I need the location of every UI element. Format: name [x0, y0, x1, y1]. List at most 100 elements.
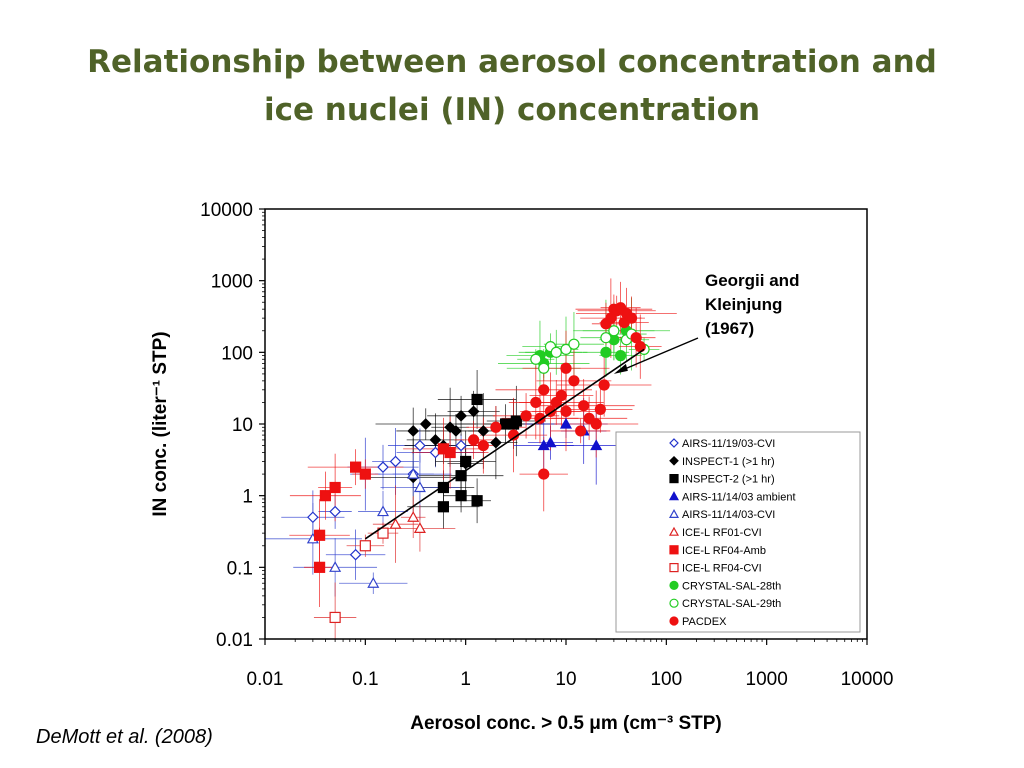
data-point: [377, 527, 389, 539]
data-point: [538, 362, 550, 374]
data-point: [510, 415, 522, 427]
reference-line: [364, 348, 645, 540]
data-point: [600, 332, 612, 344]
x-tick-label: 0.1: [352, 669, 378, 690]
legend-label: INSPECT-2 (>1 hr): [682, 474, 775, 486]
legend-marker: [668, 491, 680, 501]
legend-marker: [669, 455, 679, 466]
data-point: [329, 561, 342, 572]
data-point: [413, 481, 426, 493]
data-point: [455, 409, 467, 422]
x-tick-label: 100: [650, 669, 682, 690]
legend-label: AIRS-11/14/03-CVI: [682, 509, 775, 521]
x-tick-label: 10: [555, 669, 576, 690]
legend-label: ICE-L RF01-CVI: [682, 527, 762, 539]
data-point: [598, 379, 610, 391]
data-point: [608, 325, 620, 337]
data-point: [490, 436, 502, 449]
data-point: [594, 403, 606, 415]
data-point: [377, 461, 389, 473]
data-point: [471, 393, 483, 406]
y-tick-label: 100: [221, 343, 253, 364]
data-point: [544, 436, 557, 448]
data-point: [490, 421, 502, 433]
data-point: [329, 481, 341, 494]
data-point: [575, 425, 587, 437]
legend-label: CRYSTAL-SAL-28th: [682, 580, 781, 592]
annotation-text-line: Georgii and: [705, 271, 799, 290]
data-point: [413, 522, 426, 533]
citation: DeMott et al. (2008): [36, 726, 213, 748]
slide-title-line-1: Relationship between aerosol concentrati…: [87, 44, 937, 80]
data-point: [460, 455, 472, 468]
axis-ticks: 0.01 0.1 1 10 100 1000 10000 0.01 0.1 1 10 100 1000 1…: [200, 200, 893, 690]
legend-marker: [669, 580, 679, 591]
data-points: [306, 302, 650, 624]
data-point: [455, 439, 467, 452]
annotation-text-line: (1967): [705, 319, 754, 338]
legend-marker: [669, 474, 679, 484]
data-point: [471, 495, 483, 507]
data-point: [477, 425, 490, 437]
legend-label: INSPECT-1 (>1 hr): [682, 456, 775, 468]
data-point: [600, 346, 612, 358]
slide-title-line-2: ice nuclei (IN) concentration: [263, 92, 761, 128]
data-point: [450, 425, 462, 437]
data-point: [455, 490, 467, 502]
data-point: [560, 362, 572, 374]
data-point: [477, 439, 489, 452]
data-point: [468, 434, 480, 446]
y-tick-label: 0.01: [216, 630, 253, 651]
legend-label: AIRS-11/19/03-CVI: [682, 438, 775, 450]
y-axis-label: IN conc. (liter⁻¹ STP): [150, 331, 171, 516]
legend-label: ICE-L RF04-CVI: [682, 563, 762, 575]
data-point: [550, 346, 562, 358]
x-tick-label: 1: [460, 669, 471, 690]
legend-label: AIRS-11/14/03 ambient: [682, 491, 796, 503]
data-point: [625, 312, 638, 324]
data-point: [614, 350, 627, 362]
data-point: [414, 439, 426, 452]
data-point: [568, 338, 580, 350]
x-axis-label: Aerosol conc. > 0.5 μm (cm⁻³ STP): [410, 713, 722, 734]
annotation-arrowhead: [613, 363, 628, 374]
legend-marker: [669, 616, 679, 626]
data-point: [329, 505, 341, 518]
data-point: [389, 517, 402, 529]
y-tick-label: 10: [232, 415, 253, 436]
data-point: [367, 576, 380, 588]
annotation-arrow: [617, 337, 699, 373]
data-point: [407, 511, 420, 522]
x-tick-label: 0.01: [247, 669, 284, 690]
legend-label: ICE-L RF04-Amb: [682, 545, 766, 557]
data-point: [520, 410, 532, 422]
legend-marker: [668, 508, 680, 519]
data-point: [630, 332, 642, 344]
annotation-text-line: Kleinjung: [705, 295, 782, 314]
data-point: [359, 540, 371, 552]
data-point: [313, 561, 326, 573]
data-point: [329, 611, 341, 624]
data-point: [389, 455, 402, 468]
data-point: [560, 343, 572, 355]
legend-marker: [669, 438, 679, 448]
x-tick-label: 10000: [841, 669, 894, 690]
data-point: [437, 501, 450, 513]
data-point: [444, 446, 456, 459]
data-point: [467, 405, 480, 418]
data-point: [530, 353, 542, 365]
data-point: [313, 529, 326, 541]
data-point: [359, 468, 371, 480]
data-point: [530, 396, 542, 409]
legend-label: CRYSTAL-SAL-29th: [682, 598, 781, 610]
data-point: [437, 481, 450, 494]
y-tick-label: 0.1: [227, 558, 253, 579]
data-point: [538, 468, 550, 480]
data-point: [578, 400, 590, 412]
data-point: [407, 425, 420, 437]
x-tick-label: 1000: [746, 669, 788, 690]
legend-box: [615, 431, 861, 633]
legend-marker: [668, 526, 680, 536]
legend-marker: [669, 562, 679, 573]
